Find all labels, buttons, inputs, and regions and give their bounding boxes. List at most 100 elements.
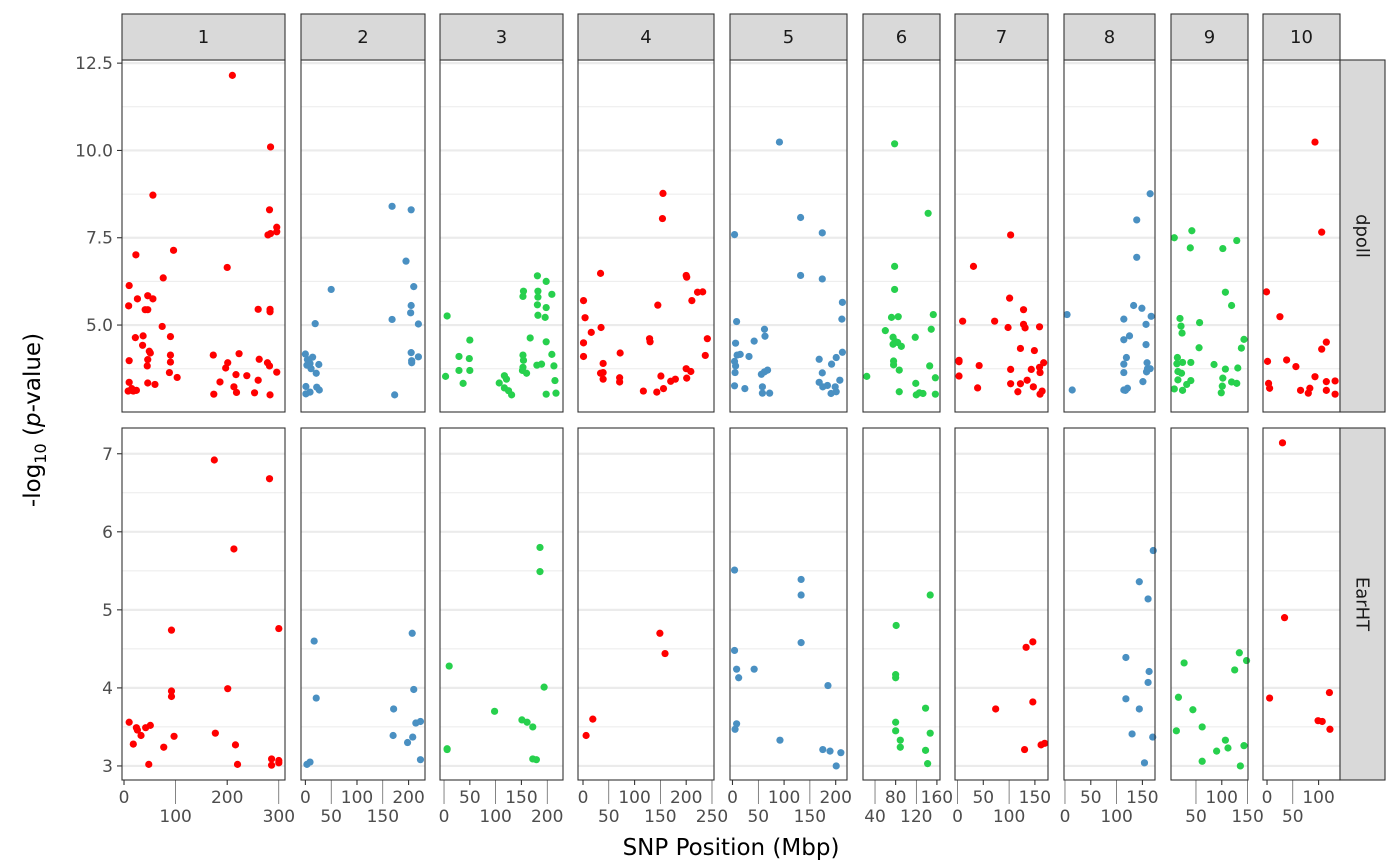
data-point <box>894 313 902 321</box>
x-tick-label: 100 <box>159 807 191 827</box>
data-point <box>927 325 935 333</box>
data-point <box>832 388 840 396</box>
data-point <box>232 371 240 379</box>
data-point <box>414 320 422 328</box>
data-point <box>838 298 847 306</box>
data-point <box>579 297 588 305</box>
data-point <box>656 629 664 637</box>
panel-background <box>955 428 1048 780</box>
data-point <box>302 382 310 391</box>
data-point <box>921 746 930 754</box>
data-point <box>1120 368 1128 377</box>
data-point <box>975 361 983 370</box>
data-point <box>889 340 897 348</box>
data-point <box>1189 706 1197 714</box>
data-point <box>414 353 422 361</box>
data-point <box>1016 344 1025 353</box>
data-point <box>733 720 741 728</box>
data-point <box>1142 320 1150 328</box>
panel-background <box>578 428 714 780</box>
data-point <box>826 747 834 755</box>
data-point <box>1278 439 1287 447</box>
data-point <box>1068 386 1076 394</box>
x-tick-label: 0 <box>300 788 311 808</box>
column-strip <box>1063 13 1156 61</box>
data-point <box>1242 656 1251 665</box>
data-point <box>919 389 927 398</box>
data-point <box>1217 389 1225 397</box>
data-point <box>144 356 152 364</box>
data-point <box>465 354 473 363</box>
data-point <box>832 762 840 770</box>
data-point <box>579 339 588 347</box>
data-point <box>1130 301 1138 310</box>
x-tick-label: 0 <box>727 788 738 808</box>
x-tick-label: 40 <box>864 807 886 827</box>
panel-background <box>1263 428 1340 780</box>
x-tick-label: 200 <box>531 807 563 827</box>
data-point <box>824 681 832 690</box>
column-strip-label: 10 <box>1290 27 1313 48</box>
y-tick-label: 5 <box>102 601 113 621</box>
data-point <box>231 741 240 749</box>
data-point <box>1224 744 1232 752</box>
data-point <box>1326 725 1334 733</box>
data-point <box>1178 329 1186 337</box>
data-point <box>552 389 560 397</box>
data-point <box>1040 359 1048 367</box>
data-point <box>639 387 647 395</box>
data-point <box>657 372 665 380</box>
data-point <box>891 285 899 294</box>
x-tick-label: 150 <box>794 807 826 827</box>
data-point <box>1331 377 1339 385</box>
data-point <box>1173 353 1181 362</box>
data-point <box>166 351 175 359</box>
data-point <box>167 692 176 701</box>
data-point <box>1322 386 1330 394</box>
data-point <box>1237 344 1245 352</box>
data-point <box>735 674 743 682</box>
data-point <box>775 138 784 146</box>
data-point <box>1122 653 1130 662</box>
x-tick-label: 150 <box>1231 807 1263 827</box>
data-point <box>265 475 274 483</box>
data-point <box>1311 373 1319 381</box>
data-point <box>1176 314 1184 323</box>
data-point <box>661 649 669 658</box>
row-strip <box>1339 59 1386 413</box>
row-strip-label: EarHT <box>1352 577 1373 632</box>
data-point <box>1266 384 1274 392</box>
data-point <box>1219 374 1227 382</box>
panel-background <box>1064 60 1155 412</box>
panel-background <box>301 60 425 412</box>
data-point <box>1139 378 1147 386</box>
data-point <box>1029 383 1037 391</box>
x-tick-label: 200 <box>670 788 702 808</box>
data-point <box>254 305 262 313</box>
data-point <box>579 352 588 361</box>
data-point <box>267 755 276 763</box>
data-point <box>599 359 607 368</box>
data-point <box>315 360 323 369</box>
data-point <box>836 376 844 384</box>
panel-background <box>122 428 285 780</box>
data-point <box>863 372 871 380</box>
data-point <box>390 705 398 713</box>
data-point <box>589 715 597 723</box>
x-tick-label: 150 <box>1126 788 1158 808</box>
data-point <box>138 341 147 349</box>
x-tick-label: 50 <box>1185 807 1207 827</box>
data-point <box>132 251 140 259</box>
data-point <box>658 214 667 223</box>
data-point <box>459 379 467 387</box>
data-point <box>145 760 153 768</box>
data-point <box>1240 742 1248 750</box>
column-strip <box>1170 13 1249 61</box>
data-point <box>139 332 147 340</box>
data-point <box>146 721 154 729</box>
data-point <box>587 328 595 336</box>
data-point <box>129 387 137 395</box>
data-point <box>410 283 418 291</box>
data-point <box>408 629 416 637</box>
